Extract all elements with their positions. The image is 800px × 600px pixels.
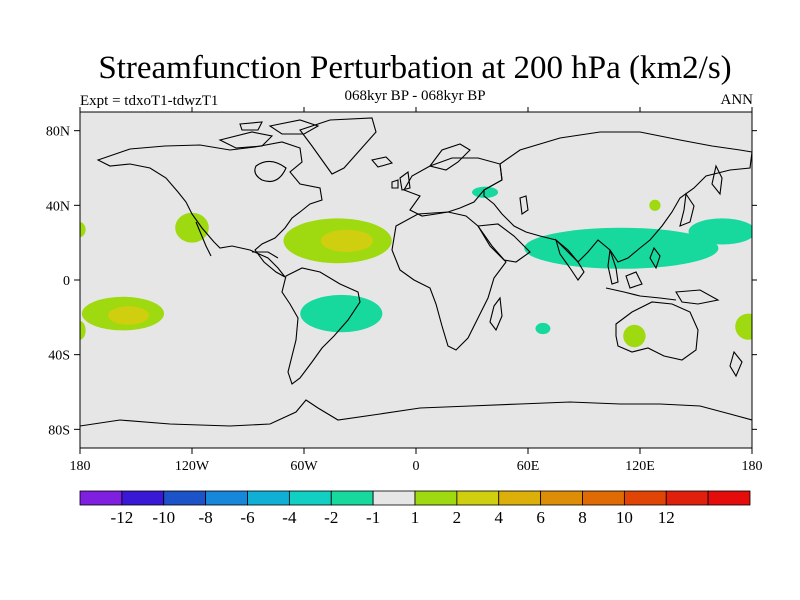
x-tick-label: 0 [413, 459, 420, 474]
y-tick-label: 0 [63, 274, 70, 289]
colorbar-label: -6 [240, 508, 254, 527]
anomaly-region-neg-1 [688, 218, 752, 245]
colorbar-swatch [414, 490, 458, 506]
x-tick-label: 120W [175, 459, 210, 474]
anomaly-region-pos-2 [108, 306, 150, 325]
y-tick-label: 40N [46, 199, 70, 214]
colorbar-label: 2 [453, 508, 462, 527]
anomaly-region-pos-1 [80, 321, 86, 340]
colorbar: -12 -10 -8 -6 -4 -2 -1 1 2 4 6 8 10 12 [79, 490, 751, 527]
colorbar-swatch [288, 490, 332, 506]
x-tick-label: 60W [290, 459, 318, 474]
colorbar-swatch [79, 490, 123, 506]
colorbar-swatch [582, 490, 625, 506]
colorbar-label: -8 [199, 508, 213, 527]
colorbar-swatch [456, 490, 500, 506]
page-title: Streamfunction Perturbation at 200 hPa (… [98, 50, 732, 86]
colorbar-label: 1 [411, 508, 420, 527]
anomaly-region-pos-1 [649, 199, 661, 211]
colorbar-swatch [540, 490, 583, 506]
anomaly-region-pos-1 [735, 313, 752, 340]
colorbar-swatch [372, 490, 416, 506]
colorbar-swatch [247, 490, 290, 506]
x-tick-label: 120E [625, 459, 655, 474]
map-background [80, 112, 752, 448]
colorbar-swatch [205, 490, 248, 506]
colorbar-label: -12 [111, 508, 134, 527]
colorbar-label: 10 [616, 508, 633, 527]
anomaly-region-neg-1 [535, 322, 551, 335]
colorbar-label: -10 [152, 508, 175, 527]
colorbar-swatch [121, 490, 165, 506]
map-ticks [74, 107, 757, 454]
coastline-layer [80, 117, 752, 427]
anomaly-region-neg-1 [300, 294, 383, 333]
anomaly-region-pos-1 [623, 324, 646, 348]
colorbar-label: -4 [282, 508, 297, 527]
anomaly-region-neg-1 [524, 227, 719, 269]
map-tick-labels: 180 120W 60W 0 60E 120E 180 80N 40N 0 40S 80S [46, 125, 763, 474]
period-label: 068kyr BP - 068kyr BP [344, 88, 486, 104]
experiment-label: Expt = tdxoT1-tdwzT1 [80, 93, 219, 109]
x-tick-label: 180 [742, 459, 763, 474]
anomaly-region-neg-1 [472, 186, 499, 198]
season-label: ANN [720, 92, 754, 108]
colorbar-label: 6 [536, 508, 545, 527]
colorbar-swatch [163, 490, 207, 506]
y-tick-label: 40S [48, 349, 70, 364]
colorbar-swatch [330, 490, 374, 506]
colorbar-label: 4 [495, 508, 504, 527]
anomaly-region-pos-1 [175, 212, 209, 243]
colorbar-swatch [707, 490, 751, 506]
anomaly-region-pos-2 [320, 229, 374, 252]
colorbar-label: 12 [658, 508, 675, 527]
y-tick-label: 80S [48, 423, 70, 438]
x-tick-label: 60E [517, 459, 540, 474]
x-tick-label: 180 [70, 459, 91, 474]
colorbar-swatch [623, 490, 667, 506]
colorbar-label: -1 [366, 508, 380, 527]
y-tick-label: 80N [46, 125, 70, 140]
colorbar-label: -2 [324, 508, 338, 527]
anomaly-region-pos-1 [80, 222, 86, 238]
colorbar-swatch [498, 490, 542, 506]
anomaly-layer [80, 186, 752, 348]
colorbar-swatch [665, 490, 709, 506]
colorbar-label: 8 [578, 508, 587, 527]
